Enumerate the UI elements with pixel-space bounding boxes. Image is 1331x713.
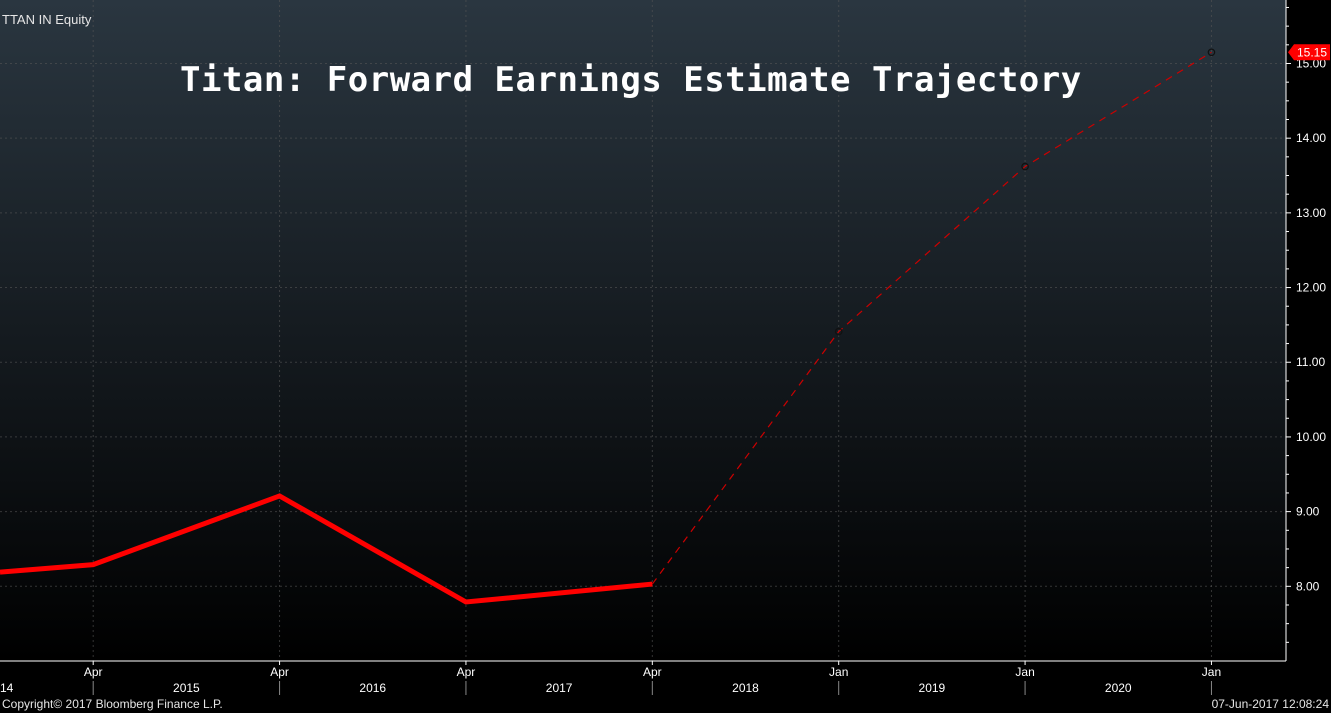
x-tick-label: Apr xyxy=(270,665,289,679)
x-tick-label: Jan xyxy=(829,665,848,679)
x-tick-label: Jan xyxy=(1202,665,1221,679)
year-label: 2015 xyxy=(173,681,200,695)
series xyxy=(0,48,1216,605)
year-label: 2014 xyxy=(0,681,14,695)
plot-background xyxy=(0,0,1286,661)
data-point-marker xyxy=(834,327,843,336)
x-tick-label: Apr xyxy=(457,665,476,679)
y-tick-label: 8.00 xyxy=(1296,579,1320,593)
year-label: 2019 xyxy=(919,681,946,695)
year-label: 2018 xyxy=(732,681,759,695)
x-tick-label: Jan xyxy=(1015,665,1034,679)
y-tick-label: 10.00 xyxy=(1296,430,1326,444)
data-point-marker xyxy=(1207,48,1216,57)
series-estimate-line xyxy=(651,51,1212,585)
x-tick-label: Apr xyxy=(643,665,662,679)
data-point-marker xyxy=(1021,162,1029,171)
axes xyxy=(0,0,1291,695)
copyright-text: Copyright© 2017 Bloomberg Finance L.P. xyxy=(2,697,223,711)
y-tick-label: 9.00 xyxy=(1296,505,1320,519)
y-tick-label: 13.00 xyxy=(1296,206,1326,220)
year-label: 2017 xyxy=(546,681,573,695)
y-tick-label: 12.00 xyxy=(1296,281,1326,295)
tick-labels: 8.009.0010.0011.0012.0013.0014.0015.00Ap… xyxy=(0,44,1330,695)
year-label: 2016 xyxy=(359,681,386,695)
timestamp-text: 07-Jun-2017 12:08:24 xyxy=(1211,697,1329,711)
series-actual-line xyxy=(0,493,653,605)
ticker-label: TTAN IN Equity xyxy=(2,12,92,27)
last-value-badge xyxy=(1288,44,1330,61)
last-value-label: 15.15 xyxy=(1297,45,1327,59)
x-tick-label: Apr xyxy=(84,665,103,679)
y-tick-label: 11.00 xyxy=(1296,355,1325,369)
y-tick-label: 14.00 xyxy=(1296,131,1326,145)
chart-title: Titan: Forward Earnings Estimate Traject… xyxy=(180,60,1082,100)
year-label: 2020 xyxy=(1105,681,1132,695)
